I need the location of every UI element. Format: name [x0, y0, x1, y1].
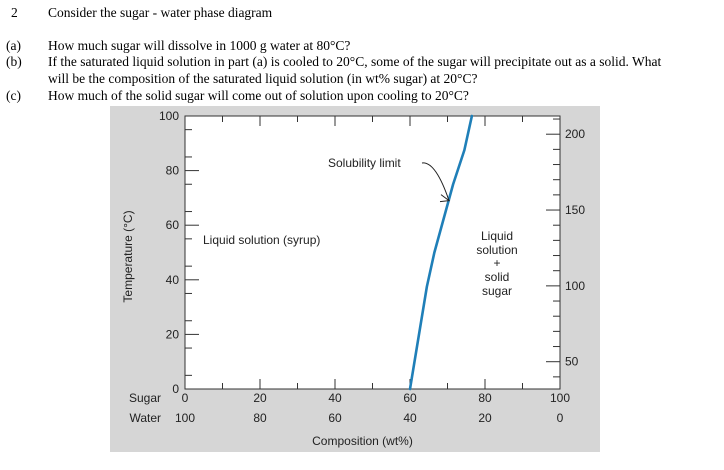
- x-tick-label: 20: [253, 391, 267, 405]
- x-row-name: Sugar: [129, 391, 161, 405]
- two-phase-region-label: solution: [476, 243, 517, 257]
- x-tick-label: 20: [478, 411, 492, 425]
- right-tick-label: 200: [565, 127, 585, 141]
- x-axis-title: Composition (wt%): [312, 434, 413, 448]
- solubility-limit-arrowhead: [439, 194, 451, 203]
- right-tick-label: 100: [565, 279, 585, 293]
- part-b-label: (b): [6, 54, 22, 69]
- part-a-label: (a): [6, 38, 21, 53]
- y-tick-label: 40: [166, 273, 180, 287]
- two-phase-region-label: solid: [485, 270, 510, 284]
- two-phase-region-label: Liquid: [481, 229, 513, 243]
- solubility-curve: [408, 114, 474, 391]
- part-c-label: (c): [6, 88, 21, 103]
- part-a-text: How much sugar will dissolve in 1000 g w…: [48, 38, 351, 53]
- y-tick-label: 100: [159, 109, 179, 123]
- x-tick-label: 100: [550, 391, 570, 405]
- part-b-text-cont: will be the composition of the saturated…: [48, 71, 478, 86]
- two-phase-region-label: +: [493, 256, 500, 270]
- x-tick-label: 60: [403, 391, 417, 405]
- x-tick-label: 40: [328, 391, 342, 405]
- y-tick-label: 0: [172, 382, 179, 396]
- part-b-text: If the saturated liquid solution in part…: [48, 54, 662, 69]
- y-tick-label: 20: [166, 327, 180, 341]
- x-tick-label: 80: [253, 411, 267, 425]
- x-tick-label: 0: [557, 411, 564, 425]
- plot-area: [184, 115, 561, 390]
- x-tick-label: 40: [403, 411, 417, 425]
- right-tick-label: 150: [565, 203, 585, 217]
- y-axis-title: Temperature (°C): [121, 210, 135, 302]
- x-tick-label: 0: [182, 391, 189, 405]
- y-tick-label: 60: [166, 218, 180, 232]
- part-c-text: How much of the solid sugar will come ou…: [48, 88, 469, 103]
- y-tick-label: 80: [166, 164, 180, 178]
- liquid-region-label: Liquid solution (syrup): [203, 233, 320, 247]
- x-row-name: Water: [129, 411, 161, 425]
- problem-intro: Consider the sugar - water phase diagram: [48, 5, 273, 20]
- x-tick-label: 80: [478, 391, 492, 405]
- phase-diagram: 0 20 40 60 80 100 50 100 150 200 Sugar 0 20 40 60 80 100…: [110, 106, 600, 452]
- solubility-limit-label: Solubility limit: [328, 156, 401, 170]
- problem-number: 2: [11, 5, 18, 20]
- x-tick-label: 60: [328, 411, 342, 425]
- right-tick-label: 50: [565, 355, 579, 369]
- solubility-limit-arrow: [421, 162, 450, 201]
- x-tick-label: 100: [175, 411, 195, 425]
- two-phase-region-label: sugar: [482, 284, 512, 298]
